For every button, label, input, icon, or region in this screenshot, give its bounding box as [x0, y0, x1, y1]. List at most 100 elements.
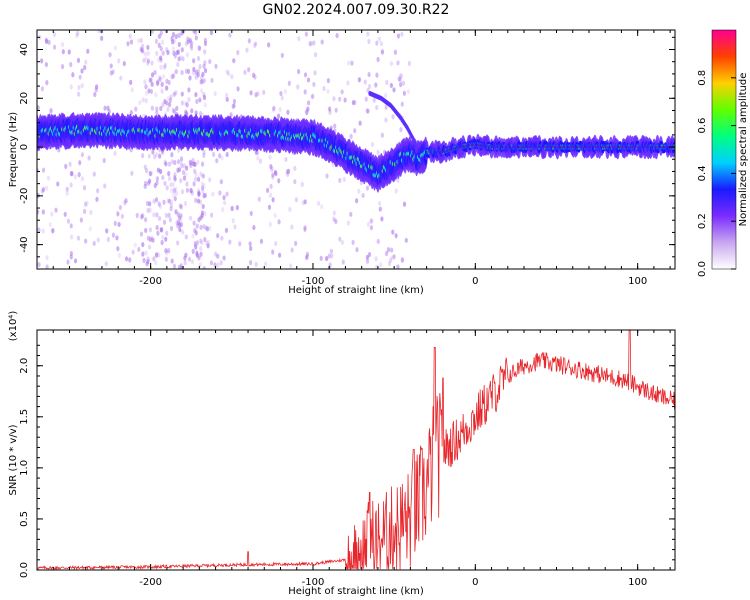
noise-speck [221, 206, 225, 213]
noise-speck [168, 97, 172, 103]
noise-speck [245, 47, 249, 53]
noise-speck [184, 234, 188, 240]
noise-speck [167, 161, 172, 167]
noise-speck [141, 251, 145, 257]
noise-speck [87, 155, 91, 161]
noise-speck [171, 46, 175, 52]
noise-speck [190, 40, 194, 46]
y-tick-label: -20 [19, 188, 30, 204]
noise-speck [160, 81, 164, 87]
noise-speck [350, 60, 354, 66]
noise-speck [258, 158, 263, 164]
noise-speck [167, 171, 171, 177]
noise-speck [153, 154, 157, 160]
noise-speck [366, 31, 370, 37]
snr-frame [36, 329, 676, 571]
noise-speck [343, 97, 347, 103]
noise-speck [201, 185, 205, 191]
noise-speck [184, 100, 188, 106]
noise-speck [203, 210, 207, 217]
noise-speck [265, 187, 270, 193]
noise-speck [95, 196, 99, 202]
noise-speck [130, 87, 134, 93]
x-tick-label: -100 [302, 276, 325, 287]
noise-speck [178, 203, 182, 209]
noise-speck [143, 164, 147, 170]
noise-speck [268, 154, 272, 160]
noise-speck [111, 69, 115, 75]
noise-speck [397, 76, 401, 82]
noise-speck [68, 161, 72, 167]
noise-speck [49, 108, 53, 114]
noise-speck [214, 63, 218, 69]
noise-speck [290, 224, 294, 230]
noise-speck [179, 204, 184, 210]
noise-speck [70, 171, 74, 177]
noise-speck [380, 216, 384, 222]
noise-speck [249, 245, 253, 251]
y-tick-label: 20 [19, 92, 30, 105]
noise-speck [392, 254, 396, 260]
noise-speck [96, 188, 100, 194]
noise-speck [384, 93, 388, 99]
noise-speck [117, 252, 121, 258]
noise-speck [193, 30, 197, 34]
noise-speck [77, 172, 81, 178]
noise-speck [161, 234, 165, 240]
noise-speck [191, 248, 195, 254]
noise-speck [211, 151, 216, 158]
noise-speck [154, 252, 158, 258]
noise-speck [213, 251, 218, 257]
noise-speck [63, 211, 67, 217]
noise-speck [278, 106, 282, 113]
noise-speck [402, 90, 406, 96]
noise-speck [171, 39, 175, 45]
noise-speck [40, 58, 44, 64]
noise-speck [46, 175, 51, 181]
noise-speck [365, 254, 370, 260]
noise-speck [390, 247, 394, 253]
noise-speck [163, 180, 167, 187]
noise-speck [51, 228, 55, 234]
noise-speck [54, 207, 58, 213]
noise-speck [380, 132, 384, 138]
noise-speck [144, 98, 148, 104]
noise-speck [84, 238, 88, 244]
noise-speck [154, 151, 159, 158]
noise-speck [399, 81, 403, 88]
noise-speck [312, 81, 316, 88]
noise-speck [370, 217, 374, 224]
noise-speck [157, 33, 161, 40]
noise-speck [166, 106, 170, 112]
noise-speck [233, 224, 237, 230]
noise-speck [379, 262, 383, 268]
spectrogram-frame [36, 29, 676, 270]
noise-speck [319, 255, 323, 261]
noise-speck [129, 39, 134, 45]
noise-speck [194, 171, 198, 178]
noise-speck [389, 82, 393, 89]
noise-speck [189, 162, 193, 169]
noise-speck [173, 196, 177, 202]
noise-speck [164, 248, 168, 254]
noise-speck [180, 69, 184, 76]
noise-speck [169, 225, 174, 232]
noise-speck [190, 45, 194, 52]
noise-speck [286, 109, 290, 115]
noise-speck [197, 191, 201, 197]
noise-speck [183, 260, 187, 266]
noise-speck [84, 59, 88, 65]
noise-speck [189, 188, 193, 194]
noise-speck [273, 169, 278, 176]
noise-speck [149, 170, 154, 176]
noise-speck [78, 160, 82, 166]
noise-speck [191, 161, 195, 167]
noise-speck [367, 251, 372, 258]
noise-speck [144, 250, 148, 256]
noise-speck [332, 96, 336, 102]
noise-speck [158, 76, 162, 83]
noise-speck [144, 56, 148, 62]
noise-speck [189, 43, 193, 49]
noise-speck [118, 204, 123, 211]
noise-speck [66, 259, 70, 265]
